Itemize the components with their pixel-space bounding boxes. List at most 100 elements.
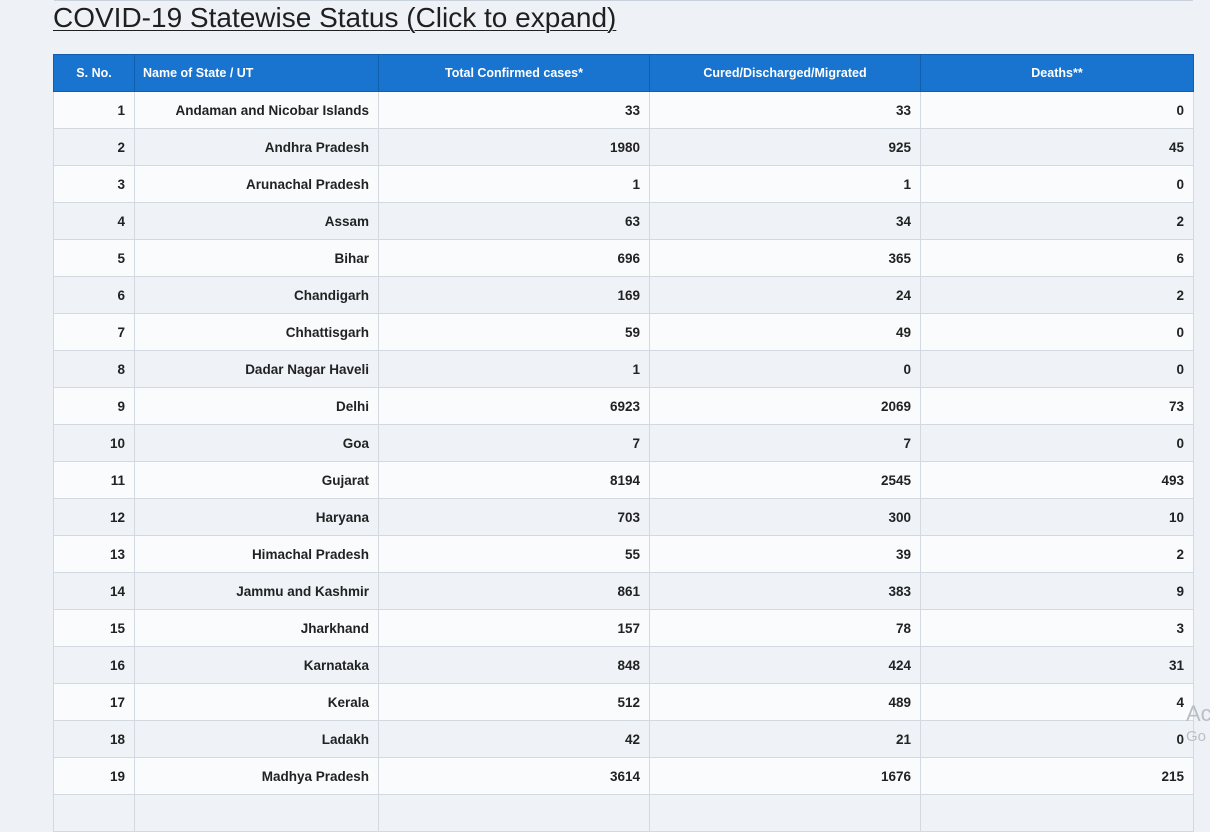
cell-state-name: Jharkhand <box>134 609 379 647</box>
cell-cured-discharged: 2069 <box>649 387 921 425</box>
table-row: 18 Ladakh 42 21 0 <box>53 720 1194 758</box>
cell-deaths: 0 <box>920 424 1194 462</box>
cell-sno: 2 <box>53 128 135 166</box>
table-row: 13 Himachal Pradesh 55 39 2 <box>53 535 1194 573</box>
table-row: 2 Andhra Pradesh 1980 925 45 <box>53 128 1194 166</box>
cell-state-name: Bihar <box>134 239 379 277</box>
header-cured-discharged: Cured/Discharged/Migrated <box>649 54 921 92</box>
cell-deaths: 0 <box>920 165 1194 203</box>
cell-state-name: Assam <box>134 202 379 240</box>
header-state-name: Name of State / UT <box>134 54 379 92</box>
table-row: 4 Assam 63 34 2 <box>53 202 1194 240</box>
cell-cured-discharged: 39 <box>649 535 921 573</box>
cell-deaths: 9 <box>920 572 1194 610</box>
cell-sno: 4 <box>53 202 135 240</box>
cell-state-name: Karnataka <box>134 646 379 684</box>
table-row: 14 Jammu and Kashmir 861 383 9 <box>53 572 1194 610</box>
cell-total-confirmed <box>378 794 650 832</box>
cell-deaths: 0 <box>920 313 1194 351</box>
header-deaths: Deaths** <box>920 54 1194 92</box>
cell-total-confirmed: 848 <box>378 646 650 684</box>
table-row <box>53 794 1194 832</box>
cell-deaths: 0 <box>920 350 1194 388</box>
cell-sno: 7 <box>53 313 135 351</box>
cell-cured-discharged: 49 <box>649 313 921 351</box>
cell-total-confirmed: 1 <box>378 165 650 203</box>
cell-cured-discharged: 925 <box>649 128 921 166</box>
table-row: 10 Goa 7 7 0 <box>53 424 1194 462</box>
cell-total-confirmed: 169 <box>378 276 650 314</box>
cell-state-name: Kerala <box>134 683 379 721</box>
cell-cured-discharged: 489 <box>649 683 921 721</box>
cell-deaths: 10 <box>920 498 1194 536</box>
cell-total-confirmed: 55 <box>378 535 650 573</box>
cell-state-name: Arunachal Pradesh <box>134 165 379 203</box>
cell-deaths: 0 <box>920 91 1194 129</box>
cell-cured-discharged: 24 <box>649 276 921 314</box>
cell-total-confirmed: 703 <box>378 498 650 536</box>
activate-windows-watermark: Ac Go <box>1186 700 1210 746</box>
table-row: 16 Karnataka 848 424 31 <box>53 646 1194 684</box>
cell-state-name: Haryana <box>134 498 379 536</box>
cell-sno: 16 <box>53 646 135 684</box>
table-row: 17 Kerala 512 489 4 <box>53 683 1194 721</box>
cell-total-confirmed: 6923 <box>378 387 650 425</box>
cell-sno: 13 <box>53 535 135 573</box>
cell-sno: 10 <box>53 424 135 462</box>
cell-total-confirmed: 7 <box>378 424 650 462</box>
cell-sno: 6 <box>53 276 135 314</box>
cell-deaths: 215 <box>920 757 1194 795</box>
cell-total-confirmed: 1980 <box>378 128 650 166</box>
table-row: 7 Chhattisgarh 59 49 0 <box>53 313 1194 351</box>
cell-state-name: Dadar Nagar Haveli <box>134 350 379 388</box>
cell-deaths: 4 <box>920 683 1194 721</box>
table-row: 3 Arunachal Pradesh 1 1 0 <box>53 165 1194 203</box>
cell-total-confirmed: 42 <box>378 720 650 758</box>
cell-total-confirmed: 512 <box>378 683 650 721</box>
cell-sno: 8 <box>53 350 135 388</box>
cell-deaths: 6 <box>920 239 1194 277</box>
cell-state-name: Chhattisgarh <box>134 313 379 351</box>
cell-total-confirmed: 59 <box>378 313 650 351</box>
cell-sno: 14 <box>53 572 135 610</box>
cell-state-name: Himachal Pradesh <box>134 535 379 573</box>
cell-cured-discharged: 78 <box>649 609 921 647</box>
cell-total-confirmed: 157 <box>378 609 650 647</box>
page-title-expand-link[interactable]: COVID-19 Statewise Status (Click to expa… <box>53 2 617 33</box>
cell-cured-discharged: 21 <box>649 720 921 758</box>
cell-total-confirmed: 33 <box>378 91 650 129</box>
cell-sno: 18 <box>53 720 135 758</box>
cell-deaths: 2 <box>920 202 1194 240</box>
cell-sno: 15 <box>53 609 135 647</box>
cell-total-confirmed: 861 <box>378 572 650 610</box>
cell-sno: 5 <box>53 239 135 277</box>
cell-sno: 11 <box>53 461 135 499</box>
cell-cured-discharged <box>649 794 921 832</box>
cell-state-name: Jammu and Kashmir <box>134 572 379 610</box>
cell-sno: 17 <box>53 683 135 721</box>
table-row: 19 Madhya Pradesh 3614 1676 215 <box>53 757 1194 795</box>
cell-deaths: 2 <box>920 276 1194 314</box>
cell-cured-discharged: 424 <box>649 646 921 684</box>
cell-cured-discharged: 300 <box>649 498 921 536</box>
cell-deaths <box>920 794 1194 832</box>
cell-deaths: 3 <box>920 609 1194 647</box>
cell-total-confirmed: 3614 <box>378 757 650 795</box>
cell-sno: 1 <box>53 91 135 129</box>
cell-state-name: Andhra Pradesh <box>134 128 379 166</box>
cell-cured-discharged: 1676 <box>649 757 921 795</box>
cell-state-name: Gujarat <box>134 461 379 499</box>
table-row: 11 Gujarat 8194 2545 493 <box>53 461 1194 499</box>
cell-sno <box>53 794 135 832</box>
statewise-status-table: S. No. Name of State / UT Total Confirme… <box>53 54 1194 832</box>
cell-state-name: Madhya Pradesh <box>134 757 379 795</box>
cell-cured-discharged: 0 <box>649 350 921 388</box>
table-row: 8 Dadar Nagar Haveli 1 0 0 <box>53 350 1194 388</box>
cell-cured-discharged: 33 <box>649 91 921 129</box>
watermark-line-2: Go <box>1186 728 1207 745</box>
table-row: 12 Haryana 703 300 10 <box>53 498 1194 536</box>
cell-cured-discharged: 383 <box>649 572 921 610</box>
cell-total-confirmed: 63 <box>378 202 650 240</box>
cell-total-confirmed: 1 <box>378 350 650 388</box>
table-row: 6 Chandigarh 169 24 2 <box>53 276 1194 314</box>
